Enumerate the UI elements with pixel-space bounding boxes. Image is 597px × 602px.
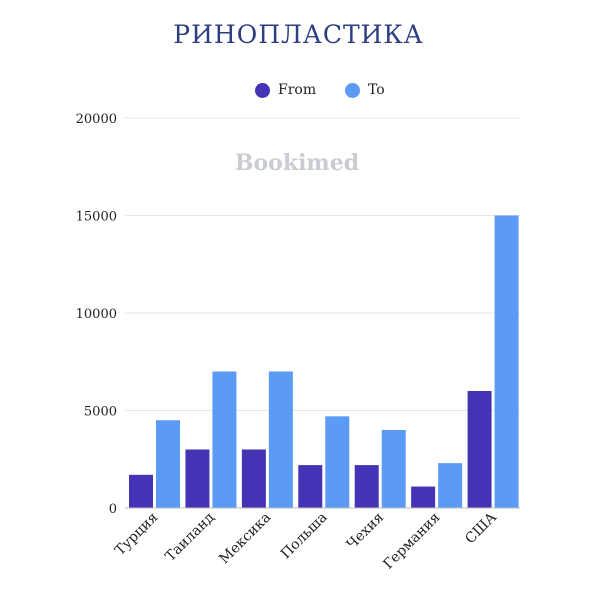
bar-from-6 [467,391,492,508]
x-tick-label: Чехия [344,509,387,552]
bar-from-0 [129,474,153,508]
x-tick-label: Польша [278,510,331,563]
bar-from-2 [241,449,266,508]
bar-to-4 [381,430,406,508]
bar-from-1 [185,449,210,508]
y-tick-label: 5000 [84,405,117,420]
bar-from-3 [298,465,323,508]
bar-from-5 [411,486,436,508]
x-tick-label: Таиланд [162,509,218,565]
bar-to-5 [438,463,463,508]
x-tick-label: Германия [380,509,443,572]
chart-title: РИНОПЛАСТИКА [173,20,424,49]
legend-label-to: To [368,82,385,98]
bar-to-2 [268,371,293,508]
bar-to-1 [212,371,237,508]
legend-label-from: From [278,82,317,98]
y-tick-label: 20000 [76,112,117,127]
bar-to-3 [325,416,350,508]
legend-marker-from [255,82,270,98]
legend-item-to[interactable]: To [345,80,385,100]
legend: From To [0,80,597,100]
watermark-logo: Bookimed [235,150,359,176]
bar-from-4 [354,465,379,508]
y-tick-label: 0 [109,502,117,517]
x-tick-label: Турция [112,509,161,558]
legend-item-from[interactable]: From [255,80,316,100]
bar-to-6 [494,215,519,508]
bar-to-0 [156,420,180,508]
x-tick-label: Мексика [216,510,274,568]
y-tick-label: 10000 [76,307,117,322]
legend-marker-to [345,82,360,98]
x-tick-label: США [462,509,500,547]
y-tick-label: 15000 [76,210,117,225]
